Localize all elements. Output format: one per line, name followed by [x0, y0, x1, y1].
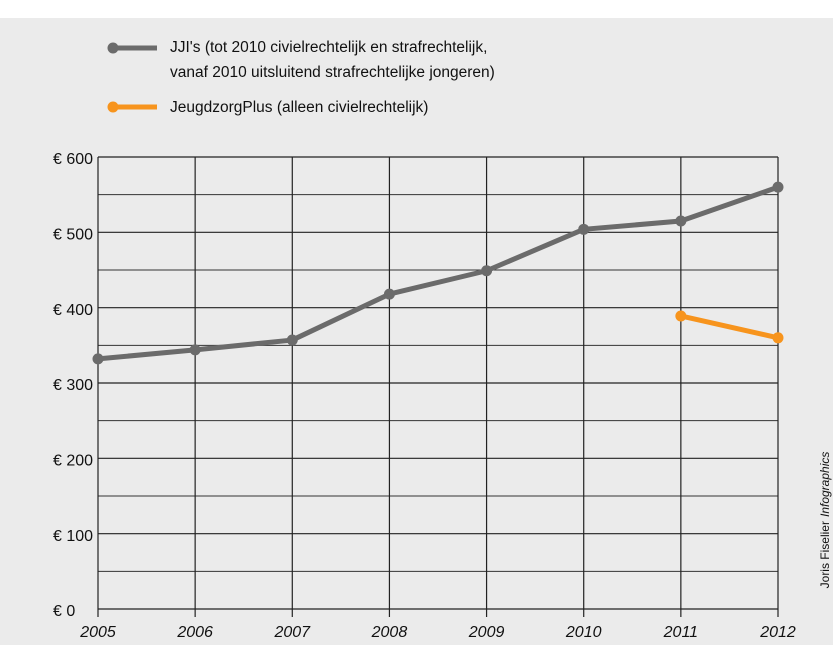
- credit: Joris Fiselier Infographics: [818, 452, 832, 589]
- line: [97, 184, 779, 362]
- x-tick-label: 2011: [663, 624, 698, 641]
- point: [675, 310, 687, 322]
- x-tick-label: 2007: [273, 624, 311, 641]
- y-tick-label: € 600: [53, 151, 93, 168]
- point: [286, 334, 298, 346]
- y-tick-label: € 100: [53, 528, 93, 545]
- x-tick-label: 2012: [759, 624, 796, 641]
- x-tick-label: 2010: [565, 624, 602, 641]
- x-tick-label: 2009: [468, 624, 505, 641]
- point: [772, 181, 784, 193]
- point: [92, 353, 104, 365]
- legend-swatch: [107, 101, 119, 113]
- legend-label: JeugdzorgPlus (alleen civielrechtelijk): [170, 99, 429, 116]
- legend-swatch: [107, 42, 119, 54]
- legend-label: JJI's (tot 2010 civielrechtelijk en stra…: [170, 39, 495, 81]
- point: [383, 288, 395, 300]
- y-tick-label: € 500: [53, 227, 93, 244]
- point: [772, 332, 784, 344]
- point: [578, 223, 590, 235]
- point: [189, 344, 201, 356]
- y-tick-label: € 200: [53, 453, 93, 470]
- x-tick-label: 2005: [79, 624, 116, 641]
- point: [675, 215, 687, 227]
- y-tick-label: € 0: [53, 603, 75, 620]
- y-tick-label: € 300: [53, 377, 93, 394]
- point: [481, 265, 493, 277]
- background: [0, 18, 833, 645]
- x-tick-label: 2008: [371, 624, 408, 641]
- x-tick-label: 2006: [176, 624, 213, 641]
- credit-name: Joris Fiselier: [818, 521, 832, 588]
- y-tick-label: € 400: [53, 302, 93, 319]
- credit-studio: Infographics: [818, 452, 832, 517]
- line: [680, 313, 779, 341]
